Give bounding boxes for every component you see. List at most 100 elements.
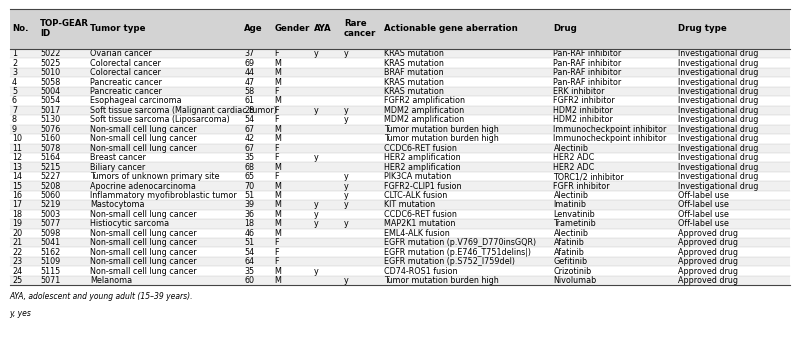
- Text: MAP2K1 mutation: MAP2K1 mutation: [384, 219, 455, 228]
- Text: 23: 23: [12, 257, 22, 266]
- Text: M: M: [274, 210, 281, 219]
- Text: Off-label use: Off-label use: [678, 201, 729, 209]
- Text: 65: 65: [244, 172, 254, 181]
- Text: 51: 51: [244, 191, 254, 200]
- Text: Investigational drug: Investigational drug: [678, 59, 758, 68]
- Text: y: y: [314, 267, 319, 275]
- Text: 5076: 5076: [40, 125, 60, 134]
- Text: Histiocytic sarcoma: Histiocytic sarcoma: [90, 219, 169, 228]
- Text: Investigational drug: Investigational drug: [678, 116, 758, 124]
- Text: M: M: [274, 219, 281, 228]
- Text: Non-small cell lung cancer: Non-small cell lung cancer: [90, 267, 197, 275]
- Text: y: y: [344, 191, 349, 200]
- Text: 58: 58: [244, 87, 254, 96]
- Text: y: y: [344, 182, 349, 190]
- Text: 70: 70: [244, 182, 254, 190]
- Text: M: M: [274, 229, 281, 238]
- Text: 42: 42: [244, 134, 254, 143]
- Text: Apocrine adenocarcinoma: Apocrine adenocarcinoma: [90, 182, 196, 190]
- Text: Approved drug: Approved drug: [678, 276, 738, 285]
- Text: Afatinib: Afatinib: [554, 238, 584, 247]
- Text: 54: 54: [244, 116, 254, 124]
- Text: HER2 amplification: HER2 amplification: [384, 153, 461, 162]
- Text: Investigational drug: Investigational drug: [678, 134, 758, 143]
- Text: y: y: [314, 219, 319, 228]
- Text: 5109: 5109: [40, 257, 60, 266]
- Text: 5130: 5130: [40, 116, 60, 124]
- Text: Trametinib: Trametinib: [554, 219, 596, 228]
- Text: Approved drug: Approved drug: [678, 238, 738, 247]
- Text: Actionable gene aberration: Actionable gene aberration: [384, 25, 518, 33]
- Text: 5058: 5058: [40, 78, 60, 86]
- Text: Non-small cell lung cancer: Non-small cell lung cancer: [90, 210, 197, 219]
- Text: TORC1/2 inhibitor: TORC1/2 inhibitor: [554, 172, 624, 181]
- Text: EML4-ALK fusion: EML4-ALK fusion: [384, 229, 450, 238]
- Text: 14: 14: [12, 172, 22, 181]
- Text: Non-small cell lung cancer: Non-small cell lung cancer: [90, 144, 197, 153]
- Text: M: M: [274, 267, 281, 275]
- Text: Alectinib: Alectinib: [554, 144, 589, 153]
- Text: 51: 51: [244, 238, 254, 247]
- Text: 5041: 5041: [40, 238, 60, 247]
- Text: Investigational drug: Investigational drug: [678, 97, 758, 105]
- Text: M: M: [274, 182, 281, 190]
- Text: Off-label use: Off-label use: [678, 210, 729, 219]
- Text: Tumors of unknown primary site: Tumors of unknown primary site: [90, 172, 219, 181]
- Text: 5010: 5010: [40, 68, 60, 77]
- Text: y: y: [344, 49, 349, 58]
- Text: Investigational drug: Investigational drug: [678, 153, 758, 162]
- Text: Investigational drug: Investigational drug: [678, 125, 758, 134]
- Text: 18: 18: [244, 219, 254, 228]
- Text: Investigational drug: Investigational drug: [678, 49, 758, 58]
- Text: 5160: 5160: [40, 134, 60, 143]
- Text: Crizotinib: Crizotinib: [554, 267, 592, 275]
- Text: ERK inhibitor: ERK inhibitor: [554, 87, 605, 96]
- Text: Lenvatinib: Lenvatinib: [554, 210, 595, 219]
- Text: M: M: [274, 68, 281, 77]
- Text: Ovarian cancer: Ovarian cancer: [90, 49, 151, 58]
- Text: EGFR mutation (p.E746_T751delins|): EGFR mutation (p.E746_T751delins|): [384, 248, 531, 257]
- Text: FGFR2 amplification: FGFR2 amplification: [384, 97, 465, 105]
- Text: 5025: 5025: [40, 59, 60, 68]
- Text: TOP-GEAR
ID: TOP-GEAR ID: [40, 19, 89, 38]
- Text: Soft tissue sarcoma (Liposarcoma): Soft tissue sarcoma (Liposarcoma): [90, 116, 230, 124]
- Text: M: M: [274, 134, 281, 143]
- Text: Tumor type: Tumor type: [90, 25, 146, 33]
- Text: 21: 21: [12, 238, 22, 247]
- Text: 8: 8: [12, 116, 17, 124]
- Text: FGFR inhibitor: FGFR inhibitor: [554, 182, 610, 190]
- Text: M: M: [274, 97, 281, 105]
- Text: 5208: 5208: [40, 182, 60, 190]
- Text: y: y: [314, 210, 319, 219]
- Text: F: F: [274, 144, 278, 153]
- Text: Off-label use: Off-label use: [678, 219, 729, 228]
- Text: 54: 54: [244, 248, 254, 257]
- Text: Investigational drug: Investigational drug: [678, 78, 758, 86]
- Text: 47: 47: [244, 78, 254, 86]
- Text: Alectinib: Alectinib: [554, 191, 589, 200]
- Text: Afatinib: Afatinib: [554, 248, 584, 257]
- Text: 5: 5: [12, 87, 17, 96]
- Text: M: M: [274, 201, 281, 209]
- Text: HDM2 inhibitor: HDM2 inhibitor: [554, 106, 614, 115]
- Text: MDM2 amplification: MDM2 amplification: [384, 116, 464, 124]
- Text: 3: 3: [12, 68, 17, 77]
- Text: Mastocytoma: Mastocytoma: [90, 201, 144, 209]
- Text: 5060: 5060: [40, 191, 60, 200]
- Text: M: M: [274, 59, 281, 68]
- Text: KRAS mutation: KRAS mutation: [384, 59, 444, 68]
- Text: 5054: 5054: [40, 97, 60, 105]
- Text: CCDC6-RET fusion: CCDC6-RET fusion: [384, 210, 457, 219]
- Text: 69: 69: [244, 59, 254, 68]
- Text: F: F: [274, 153, 278, 162]
- Text: 20: 20: [12, 229, 22, 238]
- Text: CD74-ROS1 fusion: CD74-ROS1 fusion: [384, 267, 458, 275]
- Text: HER2 amplification: HER2 amplification: [384, 163, 461, 172]
- Text: 5071: 5071: [40, 276, 60, 285]
- Text: 60: 60: [244, 276, 254, 285]
- Text: Off-label use: Off-label use: [678, 191, 729, 200]
- Text: Immunocheckpoint inhibitor: Immunocheckpoint inhibitor: [554, 125, 667, 134]
- Text: 19: 19: [12, 219, 22, 228]
- Text: Non-small cell lung cancer: Non-small cell lung cancer: [90, 248, 197, 257]
- Text: Pan-RAF inhibitor: Pan-RAF inhibitor: [554, 49, 622, 58]
